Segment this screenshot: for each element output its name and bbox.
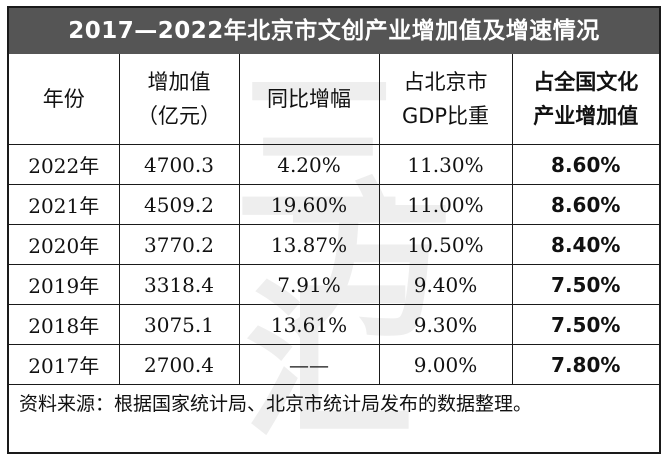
cell-growth: 13.61% <box>238 304 380 345</box>
table-frame: 2017—2022年北京市文创产业增加值及增速情况 三 方 汇 年份 增加值 （亿… <box>7 6 661 454</box>
table-row: 2018年 3075.1 13.61% 9.30% 7.50% <box>9 304 659 345</box>
cell-year: 2020年 <box>9 224 120 265</box>
cell-value: 3318.4 <box>118 264 240 305</box>
cell-national-share: 8.40% <box>511 224 659 265</box>
cell-gdp-share: 9.40% <box>378 264 513 305</box>
cell-value: 2700.4 <box>118 344 240 385</box>
cell-growth: 7.91% <box>238 264 380 305</box>
cell-gdp-share: 11.30% <box>378 144 513 185</box>
cell-national-share: 7.80% <box>511 344 659 385</box>
cell-gdp-share: 11.00% <box>378 184 513 225</box>
cell-gdp-share: 9.00% <box>378 344 513 385</box>
header-national-share: 占全国文化 产业增加值 <box>511 54 659 145</box>
cell-year: 2019年 <box>9 264 120 305</box>
header-gdp-share: 占北京市 GDP比重 <box>378 54 513 145</box>
cell-value: 3075.1 <box>118 304 240 345</box>
header-year: 年份 <box>9 54 120 145</box>
cell-growth: —— <box>238 344 380 385</box>
table-row: 2020年 3770.2 13.87% 10.50% 8.40% <box>9 224 659 265</box>
header-value: 增加值 （亿元） <box>118 54 240 145</box>
cell-national-share: 8.60% <box>511 144 659 185</box>
cell-year: 2018年 <box>9 304 120 345</box>
cell-year: 2022年 <box>9 144 120 185</box>
table-row: 2019年 3318.4 7.91% 9.40% 7.50% <box>9 264 659 305</box>
cell-value: 4509.2 <box>118 184 240 225</box>
table-title: 2017—2022年北京市文创产业增加值及增速情况 <box>9 8 659 54</box>
cell-value: 4700.3 <box>118 144 240 185</box>
table-row: 2017年 2700.4 —— 9.00% 7.80% <box>9 344 659 385</box>
data-table: 年份 增加值 （亿元） 同比增幅 占北京市 GDP比重 占全国文化 产业增加值 202… <box>9 54 659 385</box>
cell-year: 2021年 <box>9 184 120 225</box>
cell-value: 3770.2 <box>118 224 240 265</box>
cell-national-share: 7.50% <box>511 264 659 305</box>
header-growth: 同比增幅 <box>238 54 380 145</box>
source-note: 资料来源：根据国家统计局、北京市统计局发布的数据整理。 <box>19 393 533 415</box>
cell-growth: 19.60% <box>238 184 380 225</box>
cell-gdp-share: 9.30% <box>378 304 513 345</box>
cell-gdp-share: 10.50% <box>378 224 513 265</box>
cell-year: 2017年 <box>9 344 120 385</box>
cell-national-share: 8.60% <box>511 184 659 225</box>
cell-national-share: 7.50% <box>511 304 659 345</box>
cell-growth: 13.87% <box>238 224 380 265</box>
cell-growth: 4.20% <box>238 144 380 185</box>
header-row: 年份 增加值 （亿元） 同比增幅 占北京市 GDP比重 占全国文化 产业增加值 <box>9 54 659 145</box>
table-row: 2022年 4700.3 4.20% 11.30% 8.60% <box>9 144 659 185</box>
table-row: 2021年 4509.2 19.60% 11.00% 8.60% <box>9 184 659 225</box>
